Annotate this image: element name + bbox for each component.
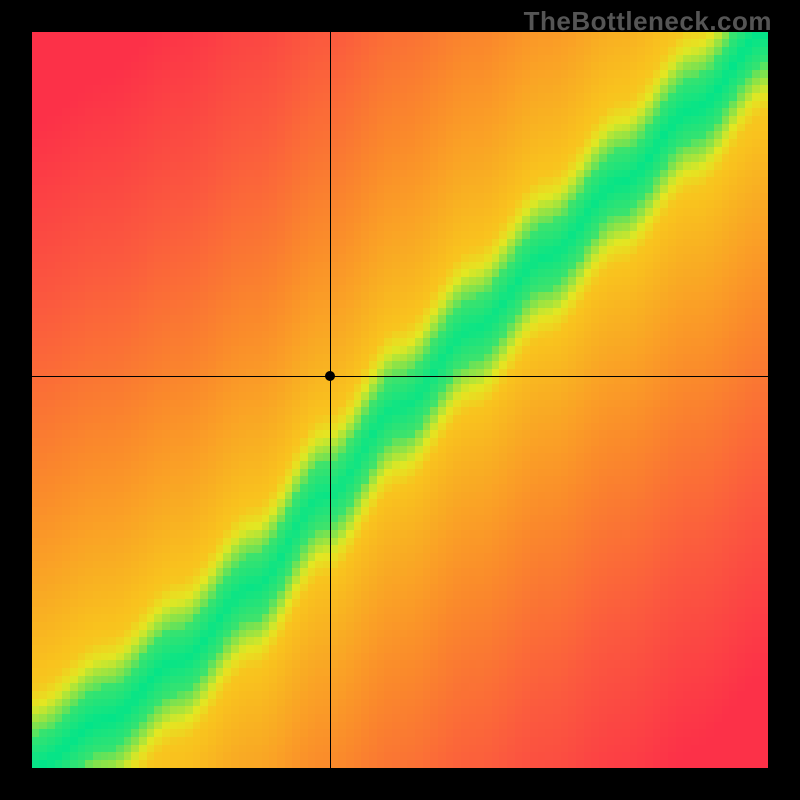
bottleneck-heatmap	[32, 32, 768, 768]
crosshair-vertical	[330, 32, 331, 768]
watermark-text: TheBottleneck.com	[524, 6, 772, 37]
crosshair-horizontal	[32, 376, 768, 377]
chart-container: TheBottleneck.com	[0, 0, 800, 800]
